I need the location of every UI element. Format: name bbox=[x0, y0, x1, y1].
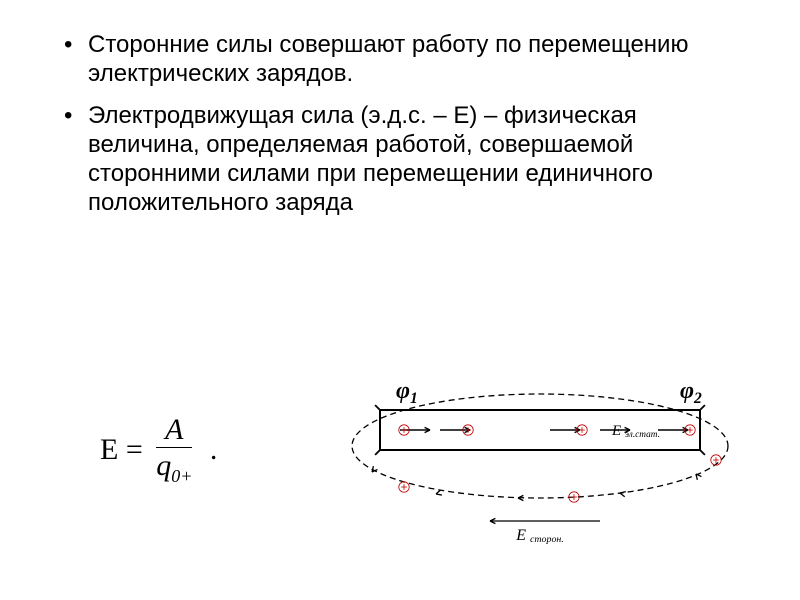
formula-dot: . bbox=[210, 433, 218, 467]
formula-lhs: E bbox=[100, 433, 118, 467]
formula-den: q0+ bbox=[156, 448, 192, 487]
circuit-diagram: φ1 φ2 E эл.стат. E сторон. bbox=[340, 370, 740, 550]
svg-text:φ2: φ2 bbox=[680, 378, 702, 407]
formula-fraction: A q0+ bbox=[156, 414, 192, 487]
svg-text:φ1: φ1 bbox=[396, 378, 418, 407]
formula-and-diagram: E = A q0+ . φ1 φ2 E эл.стат. E сторон. bbox=[0, 370, 800, 550]
slide-content: Сторонние силы совершают работу по перем… bbox=[0, 0, 800, 218]
svg-text:E эл.стат.: E эл.стат. bbox=[611, 423, 660, 440]
svg-text:E сторон.: E сторон. bbox=[515, 527, 564, 545]
formula-num: A bbox=[156, 414, 192, 448]
emf-formula: E = A q0+ . bbox=[100, 414, 217, 487]
bullet-item: Электродвижущая сила (э.д.с. – E) – физи… bbox=[60, 101, 750, 218]
bullet-item: Сторонние силы совершают работу по перем… bbox=[60, 30, 750, 89]
bullet-list: Сторонние силы совершают работу по перем… bbox=[60, 30, 750, 218]
formula-eq: = bbox=[126, 433, 143, 467]
